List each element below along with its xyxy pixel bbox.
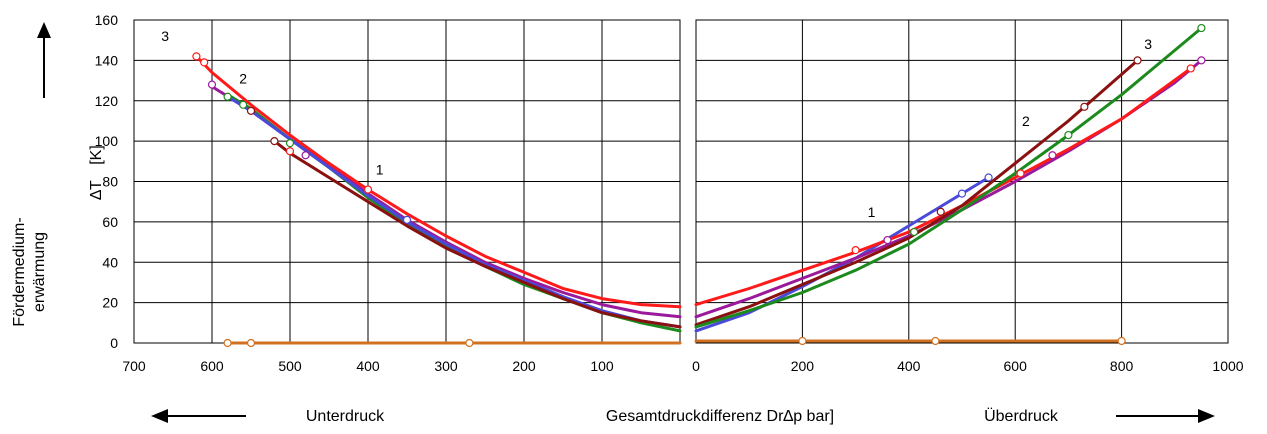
y-tick-label: 160 bbox=[95, 12, 119, 28]
x-tick-label: 400 bbox=[897, 358, 921, 374]
left-panel-series bbox=[192, 52, 682, 348]
curve-labels: 3 2 1 1 2 3 bbox=[161, 28, 1152, 220]
x-axis-left-label: Unterdruck bbox=[306, 408, 385, 425]
x-tick-label: 200 bbox=[512, 358, 536, 374]
data-point bbox=[1197, 56, 1206, 65]
data-point bbox=[465, 338, 474, 348]
data-point bbox=[957, 189, 967, 198]
x-tick-label: 300 bbox=[434, 358, 458, 374]
right-panel-series bbox=[694, 23, 1206, 346]
right-arrow-icon bbox=[1116, 409, 1215, 423]
data-point bbox=[285, 139, 295, 148]
data-point bbox=[223, 338, 232, 348]
data-point bbox=[931, 336, 940, 346]
y-tick-label: 60 bbox=[102, 214, 118, 230]
data-point bbox=[239, 100, 248, 109]
plot-frame bbox=[695, 19, 1229, 344]
data-point bbox=[883, 235, 892, 245]
data-point bbox=[936, 207, 945, 216]
left-arrow-icon bbox=[151, 409, 246, 423]
series-line bbox=[226, 93, 682, 333]
curve-label: 1 bbox=[376, 161, 384, 177]
y-tick-label: 120 bbox=[95, 93, 119, 109]
data-point bbox=[1117, 336, 1126, 346]
data-point bbox=[1186, 64, 1195, 73]
data-point bbox=[363, 185, 373, 194]
data-point bbox=[192, 52, 201, 61]
series-line bbox=[694, 176, 991, 333]
x-axis-title: Gesamtdruckdifferenz Dr∆p bar] bbox=[606, 408, 834, 425]
data-point bbox=[1016, 169, 1025, 178]
x-tick-label: 500 bbox=[278, 358, 302, 374]
left-panel-grid bbox=[133, 19, 681, 344]
data-point bbox=[1197, 23, 1206, 33]
data-point bbox=[246, 106, 256, 115]
curve-label: 3 bbox=[161, 28, 169, 44]
x-tick-label: 700 bbox=[122, 358, 146, 374]
series-line bbox=[694, 58, 1140, 327]
x-tick-label: 200 bbox=[791, 358, 815, 374]
y-tick-label: 40 bbox=[102, 254, 118, 270]
data-point bbox=[285, 147, 295, 156]
curve-label: 3 bbox=[1144, 36, 1152, 52]
x-tick-label: 100 bbox=[590, 358, 614, 374]
series-line bbox=[226, 95, 682, 329]
y-tick-label: 0 bbox=[110, 335, 118, 351]
x-axis-right-label: Überdruck bbox=[984, 407, 1059, 425]
data-point bbox=[301, 151, 310, 160]
data-point bbox=[851, 246, 860, 255]
x-tick-label: 800 bbox=[1110, 358, 1134, 374]
curve-label: 2 bbox=[1022, 113, 1030, 129]
data-point bbox=[1048, 151, 1057, 160]
y-axis-title-line2: erwärmung bbox=[31, 232, 48, 312]
series-line bbox=[272, 139, 682, 329]
y-axis-symbol: ∆T bbox=[88, 180, 105, 200]
y-axis-title-line1: Fördermedium- bbox=[11, 217, 28, 326]
series-line bbox=[194, 54, 682, 309]
data-point bbox=[207, 80, 217, 89]
y-tick-label: 80 bbox=[102, 174, 118, 190]
data-point bbox=[270, 137, 279, 146]
y-tick-label: 20 bbox=[102, 295, 118, 311]
y-axis-unit: [K] bbox=[88, 145, 105, 165]
data-point bbox=[1133, 56, 1142, 65]
data-point bbox=[402, 215, 412, 224]
up-arrow-icon bbox=[37, 22, 51, 98]
y-tick-label: 140 bbox=[95, 52, 119, 68]
x-tick-label: 600 bbox=[1004, 358, 1028, 374]
x-tick-label: 400 bbox=[356, 358, 380, 374]
series-line bbox=[694, 66, 1193, 307]
data-point bbox=[984, 173, 993, 182]
x-tick-label: 600 bbox=[200, 358, 224, 374]
x-tick-label: 0 bbox=[692, 358, 700, 374]
y-tick-label: 100 bbox=[95, 133, 119, 149]
data-point bbox=[223, 92, 232, 101]
data-point bbox=[798, 336, 807, 346]
data-point bbox=[1080, 102, 1089, 111]
series-line bbox=[694, 58, 1203, 319]
data-point bbox=[246, 338, 256, 348]
data-point bbox=[910, 227, 919, 237]
data-point bbox=[200, 58, 209, 67]
series-line bbox=[694, 26, 1203, 329]
x-tick-label: 1000 bbox=[1212, 358, 1243, 374]
data-point bbox=[1064, 130, 1073, 140]
curve-label: 2 bbox=[239, 71, 247, 87]
curve-label: 1 bbox=[868, 204, 876, 220]
tick-labels: 700 600 500 400 300 200 1000204060801001201401… bbox=[95, 12, 1244, 374]
